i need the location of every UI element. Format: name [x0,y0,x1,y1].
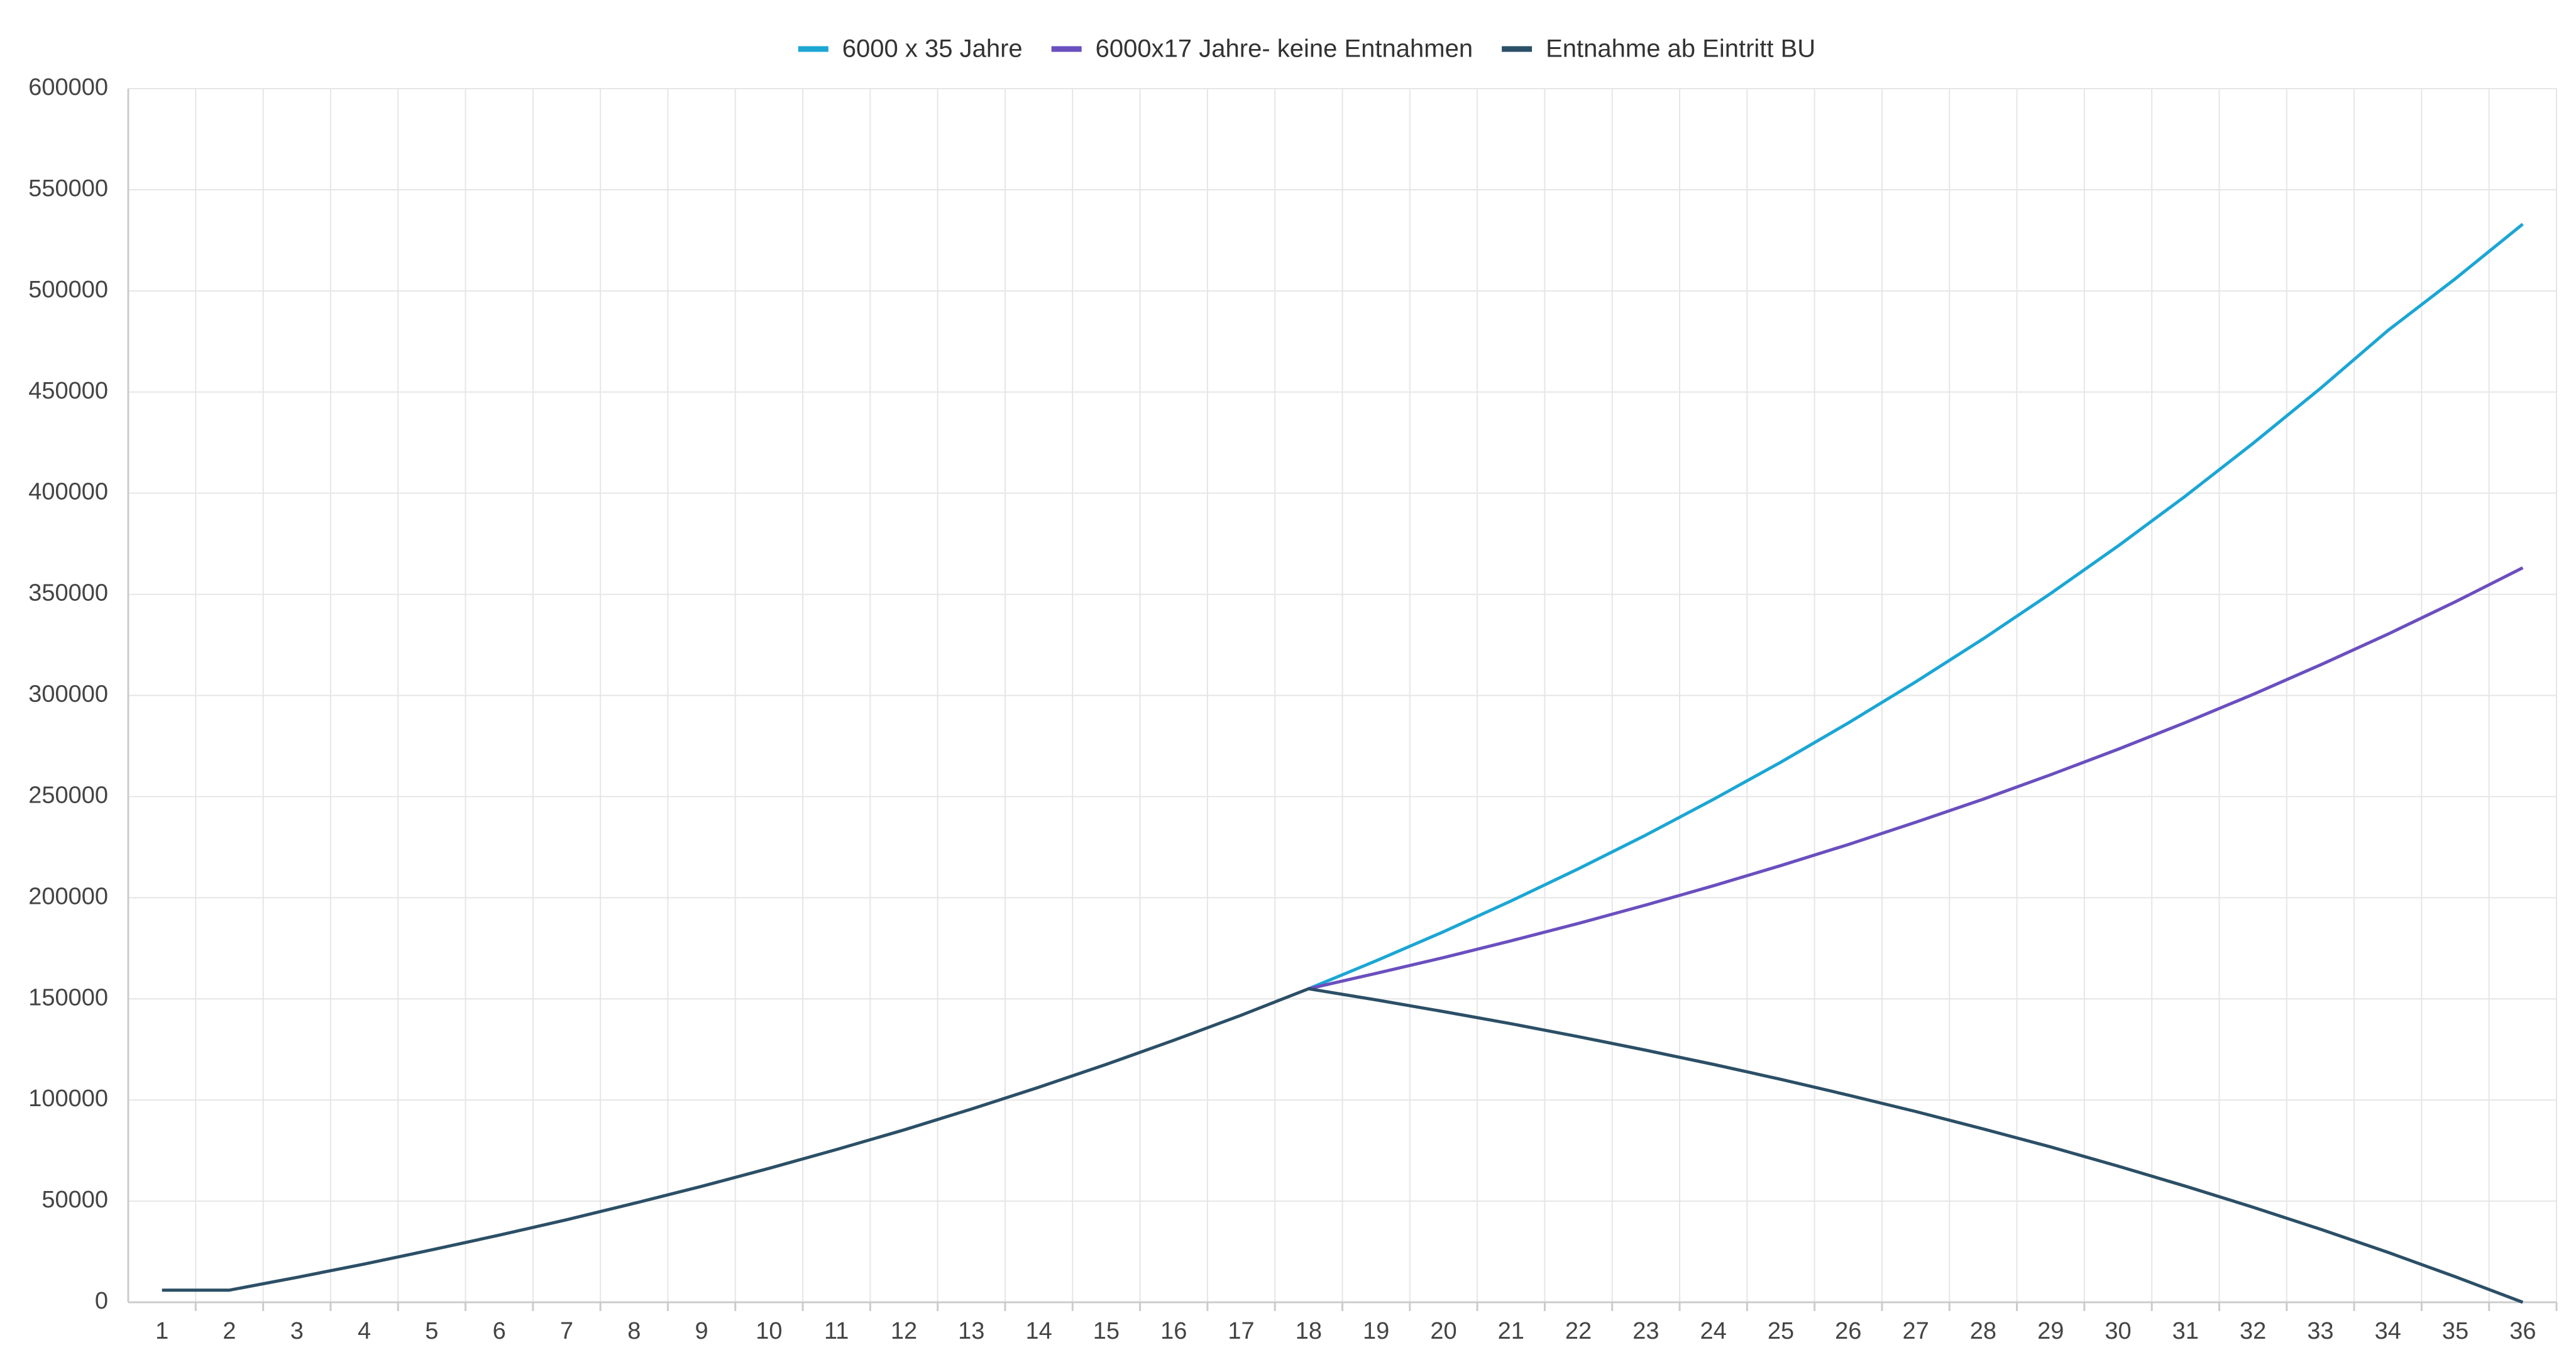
x-tick-label: 26 [1835,1318,1861,1344]
x-tick-label: 13 [958,1318,984,1344]
x-tick-label: 3 [290,1318,304,1344]
legend-label: Entnahme ab Eintritt BU [1546,35,1815,63]
series-line [1308,566,2524,991]
x-tick-label: 15 [1093,1318,1120,1344]
x-tick-label: 17 [1228,1318,1254,1344]
legend-label: 6000x17 Jahre- keine Entnahmen [1096,35,1473,63]
x-tick-label: 19 [1363,1318,1389,1344]
y-tick-label: 150000 [28,984,108,1011]
y-tick-label: 350000 [28,580,108,607]
x-tick-label: 33 [2307,1318,2333,1344]
y-tick-label: 200000 [28,883,108,909]
x-tick-label: 8 [627,1318,641,1344]
x-tick-label: 4 [358,1318,371,1344]
x-tick-label: 5 [425,1318,438,1344]
x-tick-label: 27 [1902,1318,1929,1344]
x-tick-label: 12 [891,1318,917,1344]
legend-label: 6000 x 35 Jahre [842,35,1023,63]
y-tick-label: 600000 [28,74,108,101]
x-tick-label: 20 [1430,1318,1456,1344]
x-tick-label: 36 [2509,1318,2536,1344]
y-tick-label: 550000 [28,175,108,202]
y-tick-label: 450000 [28,378,108,404]
y-tick-label: 50000 [41,1187,108,1213]
x-tick-label: 31 [2172,1318,2199,1344]
x-tick-label: 28 [1970,1318,1996,1344]
x-tick-label: 21 [1498,1318,1524,1344]
x-tick-label: 11 [824,1318,849,1344]
y-tick-label: 500000 [28,277,108,303]
x-tick-label: 35 [2442,1318,2469,1344]
y-tick-label: 0 [95,1288,108,1314]
y-tick-label: 250000 [28,782,108,808]
x-tick-label: 18 [1296,1318,1322,1344]
x-tick-label: 34 [2375,1318,2401,1344]
series-line [1307,222,2524,991]
x-tick-label: 9 [695,1318,708,1344]
x-tick-label: 1 [155,1318,168,1344]
x-tick-label: 25 [1768,1318,1794,1344]
y-tick-label: 300000 [28,681,108,708]
x-tick-label: 14 [1025,1318,1052,1344]
y-tick-label: 400000 [28,479,108,505]
x-tick-label: 30 [2105,1318,2131,1344]
x-tick-label: 7 [560,1318,573,1344]
x-tick-label: 22 [1565,1318,1592,1344]
y-tick-label: 100000 [28,1085,108,1112]
legend: 6000 x 35 Jahre 6000x17 Jahre- keine Entn… [798,35,1815,63]
x-tick-label: 10 [756,1318,782,1344]
x-tick-label: 32 [2240,1318,2266,1344]
x-tick-label: 24 [1700,1318,1727,1344]
x-tick-label: 2 [223,1318,236,1344]
x-tick-label: 6 [493,1318,506,1344]
x-tick-label: 23 [1632,1318,1659,1344]
x-tick-label: 16 [1160,1318,1187,1344]
x-tick-label: 29 [2037,1318,2064,1344]
series-line [162,987,2524,1304]
